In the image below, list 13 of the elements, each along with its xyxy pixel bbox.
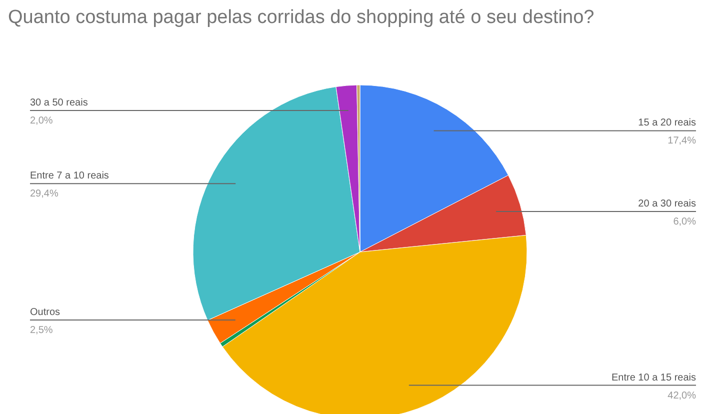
slice-label: Outros — [30, 306, 60, 318]
data-label: 42,0% — [668, 390, 696, 402]
chart-title: Quanto costuma pagar pelas corridas do shopping até o seu destino? — [8, 6, 596, 30]
data-label: 17,4% — [668, 136, 696, 147]
data-label: 29,4% — [30, 188, 58, 200]
slice-label: Entre 7 a 10 reais — [30, 170, 109, 182]
slice-label: 15 a 20 reais — [638, 118, 696, 129]
slice-label: 20 a 30 reais — [638, 198, 696, 210]
data-label: 6,0% — [673, 216, 696, 228]
data-label: 2,0% — [30, 116, 53, 127]
slice-label: Entre 10 a 15 reais — [612, 372, 696, 384]
slice-label: 30 a 50 reais — [30, 98, 88, 109]
data-label: 2,5% — [30, 324, 53, 336]
